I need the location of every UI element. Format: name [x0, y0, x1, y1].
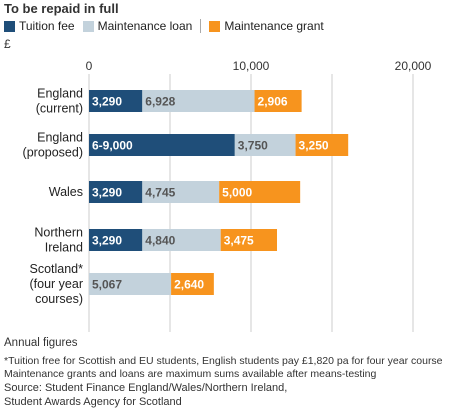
bar-maintenance-grant [171, 273, 214, 295]
bar-value-label: 3,290 [92, 95, 122, 109]
category-label: England [37, 131, 83, 145]
bar-value-label: 3,250 [299, 139, 329, 153]
bar-tuition-fee [89, 181, 143, 203]
category-label: (current) [36, 102, 83, 116]
legend-item-tuition-fee: Tuition fee [4, 19, 75, 33]
bar-value-label: 4,840 [145, 234, 175, 248]
category-label: (proposed) [23, 146, 83, 160]
legend-swatch-tuition-fee [4, 20, 15, 32]
bar-maintenance-loan [142, 229, 221, 251]
bar-value-label: 5,000 [222, 186, 252, 200]
bar-value-label: 3,475 [224, 234, 254, 248]
bar-maintenance-grant [220, 229, 278, 251]
footnote-means-testing: Maintenance grants and loans are maximum… [4, 368, 377, 380]
bar-value-label: 3,750 [238, 139, 268, 153]
source-line-2: Student Awards Agency for Scotland [4, 396, 182, 408]
legend-swatch-maintenance-loan [82, 20, 94, 32]
legend-label-maintenance-loan: Maintenance loan [97, 19, 193, 33]
bar-value-label: 2,906 [258, 95, 288, 109]
bar-maintenance-grant [254, 90, 302, 112]
legend: Tuition fee Maintenance loan Maintenance… [4, 18, 332, 34]
bar-value-label: 4,745 [145, 186, 175, 200]
category-label: (four year [30, 277, 84, 291]
bar-value-label: 3,290 [92, 186, 122, 200]
bar-maintenance-loan [142, 181, 220, 203]
category-label: Ireland [45, 241, 83, 255]
category-label: Northern [34, 226, 83, 240]
bar-chart: 0 10,000 20,000England(current)England(pro… [23, 59, 432, 332]
category-label: Scotland* [29, 262, 83, 276]
bar-value-label: 5,067 [92, 278, 122, 292]
legend-item-maintenance-loan: Maintenance loan [82, 19, 193, 33]
x-tick-label: 10,000 [233, 59, 270, 73]
legend-divider [200, 19, 202, 33]
source-line-1: Source: Student Finance England/Wales/No… [4, 382, 288, 394]
bar-value-label: 3,290 [92, 234, 122, 248]
bar-tuition-fee [89, 134, 235, 156]
bar-maintenance-grant [295, 134, 349, 156]
legend-swatch-maintenance-grant [209, 20, 221, 32]
category-label: Wales [49, 185, 83, 199]
legend-label-maintenance-grant: Maintenance grant [224, 19, 324, 33]
x-tick-label: 20,000 [395, 59, 432, 73]
bar-maintenance-loan [89, 273, 172, 295]
legend-label-tuition-fee: Tuition fee [19, 19, 75, 33]
bar-value-label: 6-9,000 [92, 139, 133, 153]
bar-tuition-fee [89, 90, 143, 112]
bar-maintenance-loan [234, 134, 296, 156]
bar-value-label: 2,640 [174, 278, 204, 292]
chart-title: To be repaid in full [4, 1, 119, 16]
annual-figures-note: Annual figures [4, 337, 78, 349]
x-tick-label: 0 [86, 59, 93, 73]
bar-tuition-fee [89, 229, 143, 251]
category-label: England [37, 87, 83, 101]
bar-maintenance-loan [142, 90, 255, 112]
category-label: courses) [35, 292, 83, 306]
footnote-scotland: *Tuition free for Scottish and EU studen… [4, 355, 443, 367]
legend-item-maintenance-grant: Maintenance grant [209, 19, 324, 33]
bar-value-label: 6,928 [145, 95, 175, 109]
bar-maintenance-grant [219, 181, 301, 203]
unit-label: £ [4, 37, 11, 51]
